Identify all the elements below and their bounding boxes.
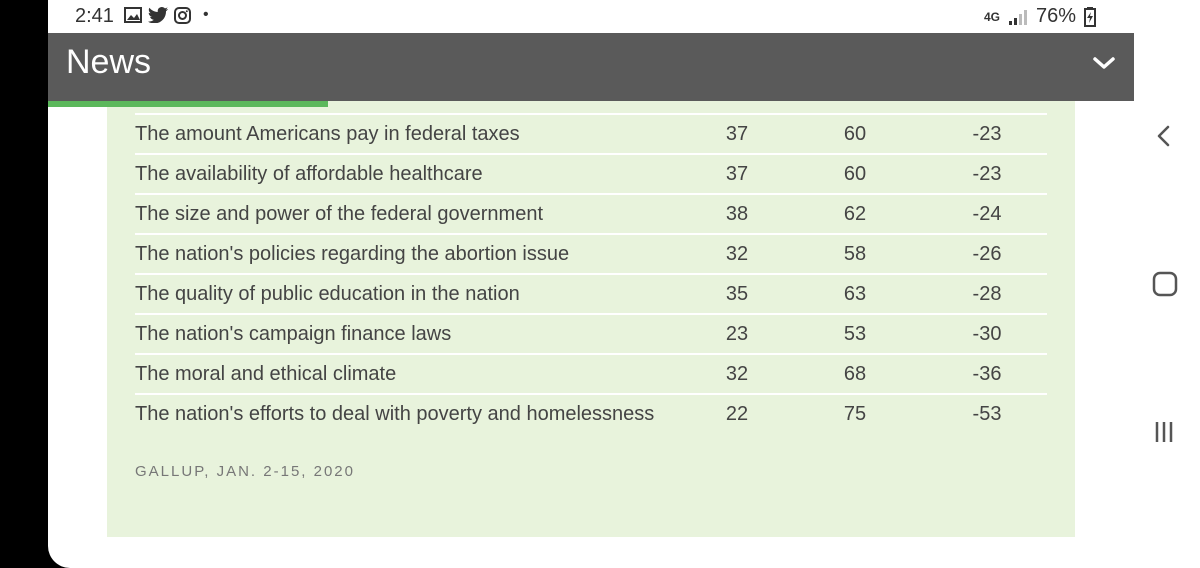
table-row: The amount Americans pay in federal taxe…	[135, 113, 1047, 153]
status-time: 2:41	[75, 5, 114, 27]
row-label: The nation's policies regarding the abor…	[135, 243, 570, 265]
row-value-a: 32	[725, 363, 749, 385]
row-value-b: 53	[843, 323, 867, 345]
row-label: The size and power of the federal govern…	[135, 203, 544, 225]
reading-progress-bar	[48, 101, 328, 107]
row-value-c: -30	[972, 323, 1002, 345]
row-value-b: 68	[843, 363, 867, 385]
app-bar: News	[48, 33, 1134, 101]
app-screen: 2:41 • 4G 76% News The amount Americans …	[48, 0, 1134, 568]
row-value-c: -24	[972, 203, 1002, 225]
row-value-b: 60	[843, 123, 867, 145]
table-row: The nation's efforts to deal with povert…	[135, 393, 1047, 433]
row-value-b: 58	[843, 243, 867, 265]
row-value-b: 60	[843, 163, 867, 185]
survey-table-card: The amount Americans pay in federal taxe…	[107, 101, 1075, 537]
row-value-c: -23	[972, 123, 1002, 145]
row-value-c: -36	[972, 363, 1002, 385]
row-value-c: -23	[972, 163, 1002, 185]
row-value-c: -53	[972, 403, 1002, 425]
row-value-b: 62	[843, 203, 867, 225]
table-row: The quality of public education in the n…	[135, 273, 1047, 313]
system-nav-bar	[1134, 0, 1200, 568]
table-row: The size and power of the federal govern…	[135, 193, 1047, 233]
status-right: 4G 76%	[984, 5, 1096, 28]
row-label: The amount Americans pay in federal taxe…	[135, 123, 520, 145]
row-label: The quality of public education in the n…	[135, 283, 520, 305]
row-value-a: 38	[725, 203, 749, 225]
row-label: The moral and ethical climate	[135, 363, 397, 385]
row-label: The nation's campaign finance laws	[135, 323, 452, 345]
row-value-b: 63	[843, 283, 867, 305]
notification-icons: •	[124, 6, 209, 24]
table-row: The nation's policies regarding the abor…	[135, 233, 1047, 273]
row-value-c: -28	[972, 283, 1002, 305]
row-label: The availability of affordable healthcar…	[135, 163, 483, 185]
status-bar: 2:41 • 4G 76%	[48, 0, 1134, 33]
row-value-a: 32	[725, 243, 749, 265]
home-icon[interactable]	[1152, 271, 1178, 297]
survey-table: The amount Americans pay in federal taxe…	[135, 113, 1047, 433]
recents-icon[interactable]	[1152, 420, 1176, 444]
battery-icon	[1084, 6, 1096, 27]
gallery-icon	[124, 7, 142, 23]
table-row: The availability of affordable healthcar…	[135, 153, 1047, 193]
row-value-a: 22	[725, 403, 749, 425]
twitter-icon	[148, 7, 168, 23]
row-value-a: 23	[725, 323, 749, 345]
instagram-icon	[174, 6, 191, 24]
row-label: The nation's efforts to deal with povert…	[135, 403, 655, 425]
network-label: 4G	[983, 9, 1000, 24]
table-row: The nation's campaign finance laws 23 53…	[135, 313, 1047, 353]
source-citation: GALLUP, JAN. 2-15, 2020	[135, 463, 355, 480]
notification-dot: •	[203, 6, 209, 23]
chevron-down-icon[interactable]	[1092, 55, 1116, 71]
back-icon[interactable]	[1152, 124, 1176, 148]
signal-icon	[1008, 9, 1027, 25]
row-value-a: 37	[725, 123, 749, 145]
row-value-a: 35	[725, 283, 749, 305]
battery-level: 76%	[1035, 5, 1076, 27]
row-value-a: 37	[725, 163, 749, 185]
row-value-c: -26	[972, 243, 1002, 265]
row-value-b: 75	[843, 403, 867, 425]
table-row: The moral and ethical climate 32 68 -36	[135, 353, 1047, 393]
app-title: News	[66, 43, 152, 81]
